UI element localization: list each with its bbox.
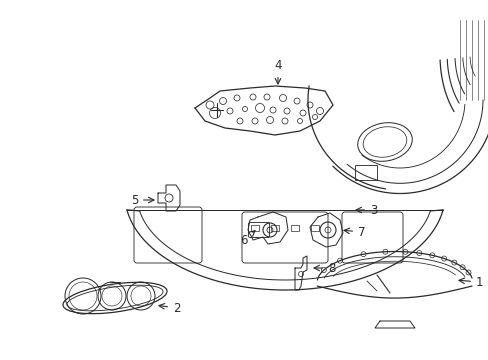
Text: 7: 7 bbox=[343, 225, 365, 239]
Bar bbox=[310, 225, 318, 231]
Text: 1: 1 bbox=[458, 275, 483, 288]
Text: 2: 2 bbox=[159, 302, 180, 315]
Bar bbox=[250, 225, 259, 231]
Bar bbox=[354, 165, 376, 180]
Bar bbox=[270, 225, 279, 231]
Bar bbox=[290, 225, 298, 231]
Text: 5: 5 bbox=[130, 194, 154, 207]
Text: 6: 6 bbox=[240, 231, 254, 247]
Text: 3: 3 bbox=[355, 203, 377, 216]
Text: 4: 4 bbox=[274, 59, 281, 84]
Text: 8: 8 bbox=[313, 261, 335, 274]
